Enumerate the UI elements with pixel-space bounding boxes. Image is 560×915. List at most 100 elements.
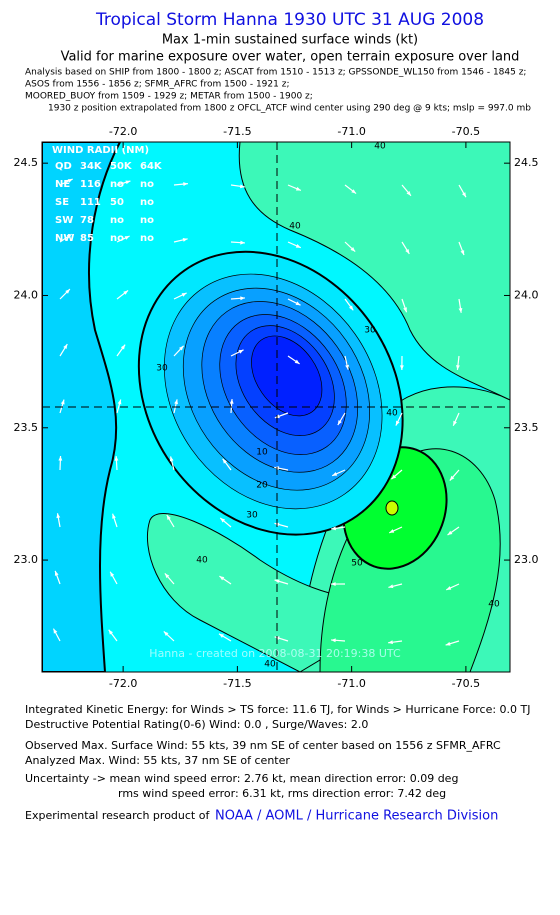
- radii-title: WIND RADII (NM): [52, 145, 149, 156]
- y-tick-label: 24.5: [514, 156, 539, 169]
- wind-arrow-head: [332, 472, 338, 476]
- wind-arrow-head: [345, 364, 349, 370]
- wind-arrow-head: [350, 247, 356, 252]
- wind-arrow-head: [445, 641, 451, 646]
- wind-arrow-head: [389, 529, 395, 533]
- wind-arrow-head: [60, 399, 65, 405]
- radii-cell: NE: [55, 179, 70, 190]
- radii-header: 50K: [110, 161, 133, 172]
- wind-arrow-head: [114, 456, 119, 461]
- wind-arrow-head: [123, 290, 129, 295]
- y-tick-label: 24.0: [514, 288, 539, 301]
- footer-line: Analyzed Max. Wind: 55 kts, 37 nm SE of …: [25, 754, 290, 767]
- radii-cell: no: [110, 215, 124, 226]
- wind-arrow-head: [337, 420, 342, 426]
- wind-arrow-head: [166, 514, 171, 520]
- wind-arrow-head: [240, 240, 245, 245]
- footer-line: Observed Max. Surface Wind: 55 kts, 39 n…: [25, 739, 501, 752]
- wind-arrow-head: [453, 420, 457, 426]
- radii-cell: 50: [110, 197, 124, 208]
- wind-arrow-head: [447, 530, 453, 536]
- wind-arrow-head: [351, 189, 357, 194]
- position-note: 1930 z position extrapolated from 1800 z…: [48, 104, 531, 114]
- wind-arrow-head: [108, 629, 113, 635]
- wind-arrow-head: [294, 359, 300, 364]
- wind-arrow-head: [163, 631, 169, 636]
- y-tick-label: 24.5: [14, 156, 39, 169]
- wind-arrow-head: [460, 250, 465, 256]
- wind-arrow-head: [169, 456, 174, 462]
- contour-label: 20: [256, 481, 268, 491]
- wind-arrow-head: [238, 349, 244, 354]
- x-tick-label: -71.5: [223, 125, 251, 138]
- wind-arrow-head: [331, 638, 336, 643]
- y-tick-label: 23.0: [14, 553, 39, 566]
- wind-arrow-head: [164, 573, 170, 579]
- radii-cell: 85: [80, 233, 94, 244]
- contour-label: 30: [156, 364, 168, 374]
- footer-line: Uncertainty -> mean wind speed error: 2.…: [25, 772, 458, 785]
- sources: MOORED_BUOY from 1509 - 1929 z; METAR fr…: [25, 92, 313, 102]
- radii-cell: no: [140, 197, 154, 208]
- wind-arrow-head: [331, 526, 336, 531]
- radii-cell: 78: [80, 215, 94, 226]
- wind-arrow-head: [458, 307, 463, 313]
- wind-arrow-head: [461, 192, 466, 198]
- radii-header: 64K: [140, 161, 163, 172]
- wind-arrow-head: [218, 633, 224, 638]
- y-tick-label: 23.5: [14, 421, 39, 434]
- wind-arrow-head: [67, 179, 73, 183]
- subtitle: Max 1-min sustained surface winds (kt): [162, 33, 418, 48]
- wind-arrow-head: [110, 571, 115, 577]
- sources: Analysis based on SHIP from 1800 - 1800 …: [25, 68, 526, 78]
- wind-arrow-head: [403, 307, 407, 313]
- wind-arrow-head: [112, 513, 116, 519]
- wind-arrow-head: [181, 292, 187, 297]
- wind-arrow-head: [182, 237, 188, 242]
- contour-label: 40: [196, 556, 208, 566]
- x-tick-label: -71.0: [337, 677, 365, 690]
- wind-arrow-head: [56, 513, 61, 519]
- radii-cell: no: [140, 215, 154, 226]
- wind-arrow-head: [456, 365, 460, 370]
- footer-line: Integrated Kinetic Energy: for Winds > T…: [25, 703, 531, 716]
- radii-cell: 116: [80, 179, 101, 190]
- wind-arrow-head: [179, 345, 184, 351]
- sources: ASOS from 1556 - 1856 z; SFMR_AFRC from …: [25, 80, 289, 90]
- x-tick-label: -70.5: [452, 125, 480, 138]
- wind-arrow-head: [399, 365, 404, 370]
- wind-arrow-head: [295, 244, 301, 248]
- wind-arrow-head: [348, 305, 354, 311]
- wind-radii: WIND RADII (NM) QD 34K 50K 64K NE 116 no no SE 111…: [52, 145, 163, 244]
- wind-arrow-head: [125, 180, 131, 185]
- wind-arrow-head: [54, 570, 59, 576]
- wind-arrow-head: [240, 296, 245, 301]
- y-tick-label: 23.0: [514, 553, 539, 566]
- wind-arrow-head: [388, 584, 394, 589]
- watermark: Hanna - created on 2008-08-31 20:19:38 U…: [149, 647, 401, 660]
- exposure: Valid for marine exposure over water, op…: [61, 50, 520, 65]
- x-tick-label: -71.0: [337, 125, 365, 138]
- wind-arrow-head: [229, 399, 234, 404]
- wind-arrow-head: [395, 420, 400, 426]
- y-tick-label: 24.0: [14, 288, 39, 301]
- contour-label: 30: [364, 326, 376, 336]
- contour-label: 40: [289, 222, 301, 232]
- contour-label: 50: [351, 559, 363, 569]
- title: Tropical Storm Hanna 1930 UTC 31 AUG 200…: [95, 10, 484, 30]
- contour-label: 10: [256, 448, 268, 458]
- wind-arrow-head: [240, 184, 245, 189]
- radii-header: QD: [55, 161, 72, 172]
- wind-arrow-head: [295, 301, 301, 306]
- wind-arrow-head: [331, 582, 336, 586]
- noaa-link[interactable]: NOAA / AOML / Hurricane Research Divisio…: [215, 809, 498, 824]
- wind-arrow-head: [391, 474, 397, 480]
- wind-arrow-head: [124, 236, 130, 240]
- contour-label: 30: [246, 511, 258, 521]
- wind-arrow-head: [63, 344, 68, 350]
- radii-cell: 111: [80, 197, 101, 208]
- wind-arrow-head: [220, 518, 226, 523]
- wind-arrow-head: [449, 475, 455, 481]
- contour-label: 40: [374, 142, 386, 152]
- wind-arrow-head: [406, 190, 411, 196]
